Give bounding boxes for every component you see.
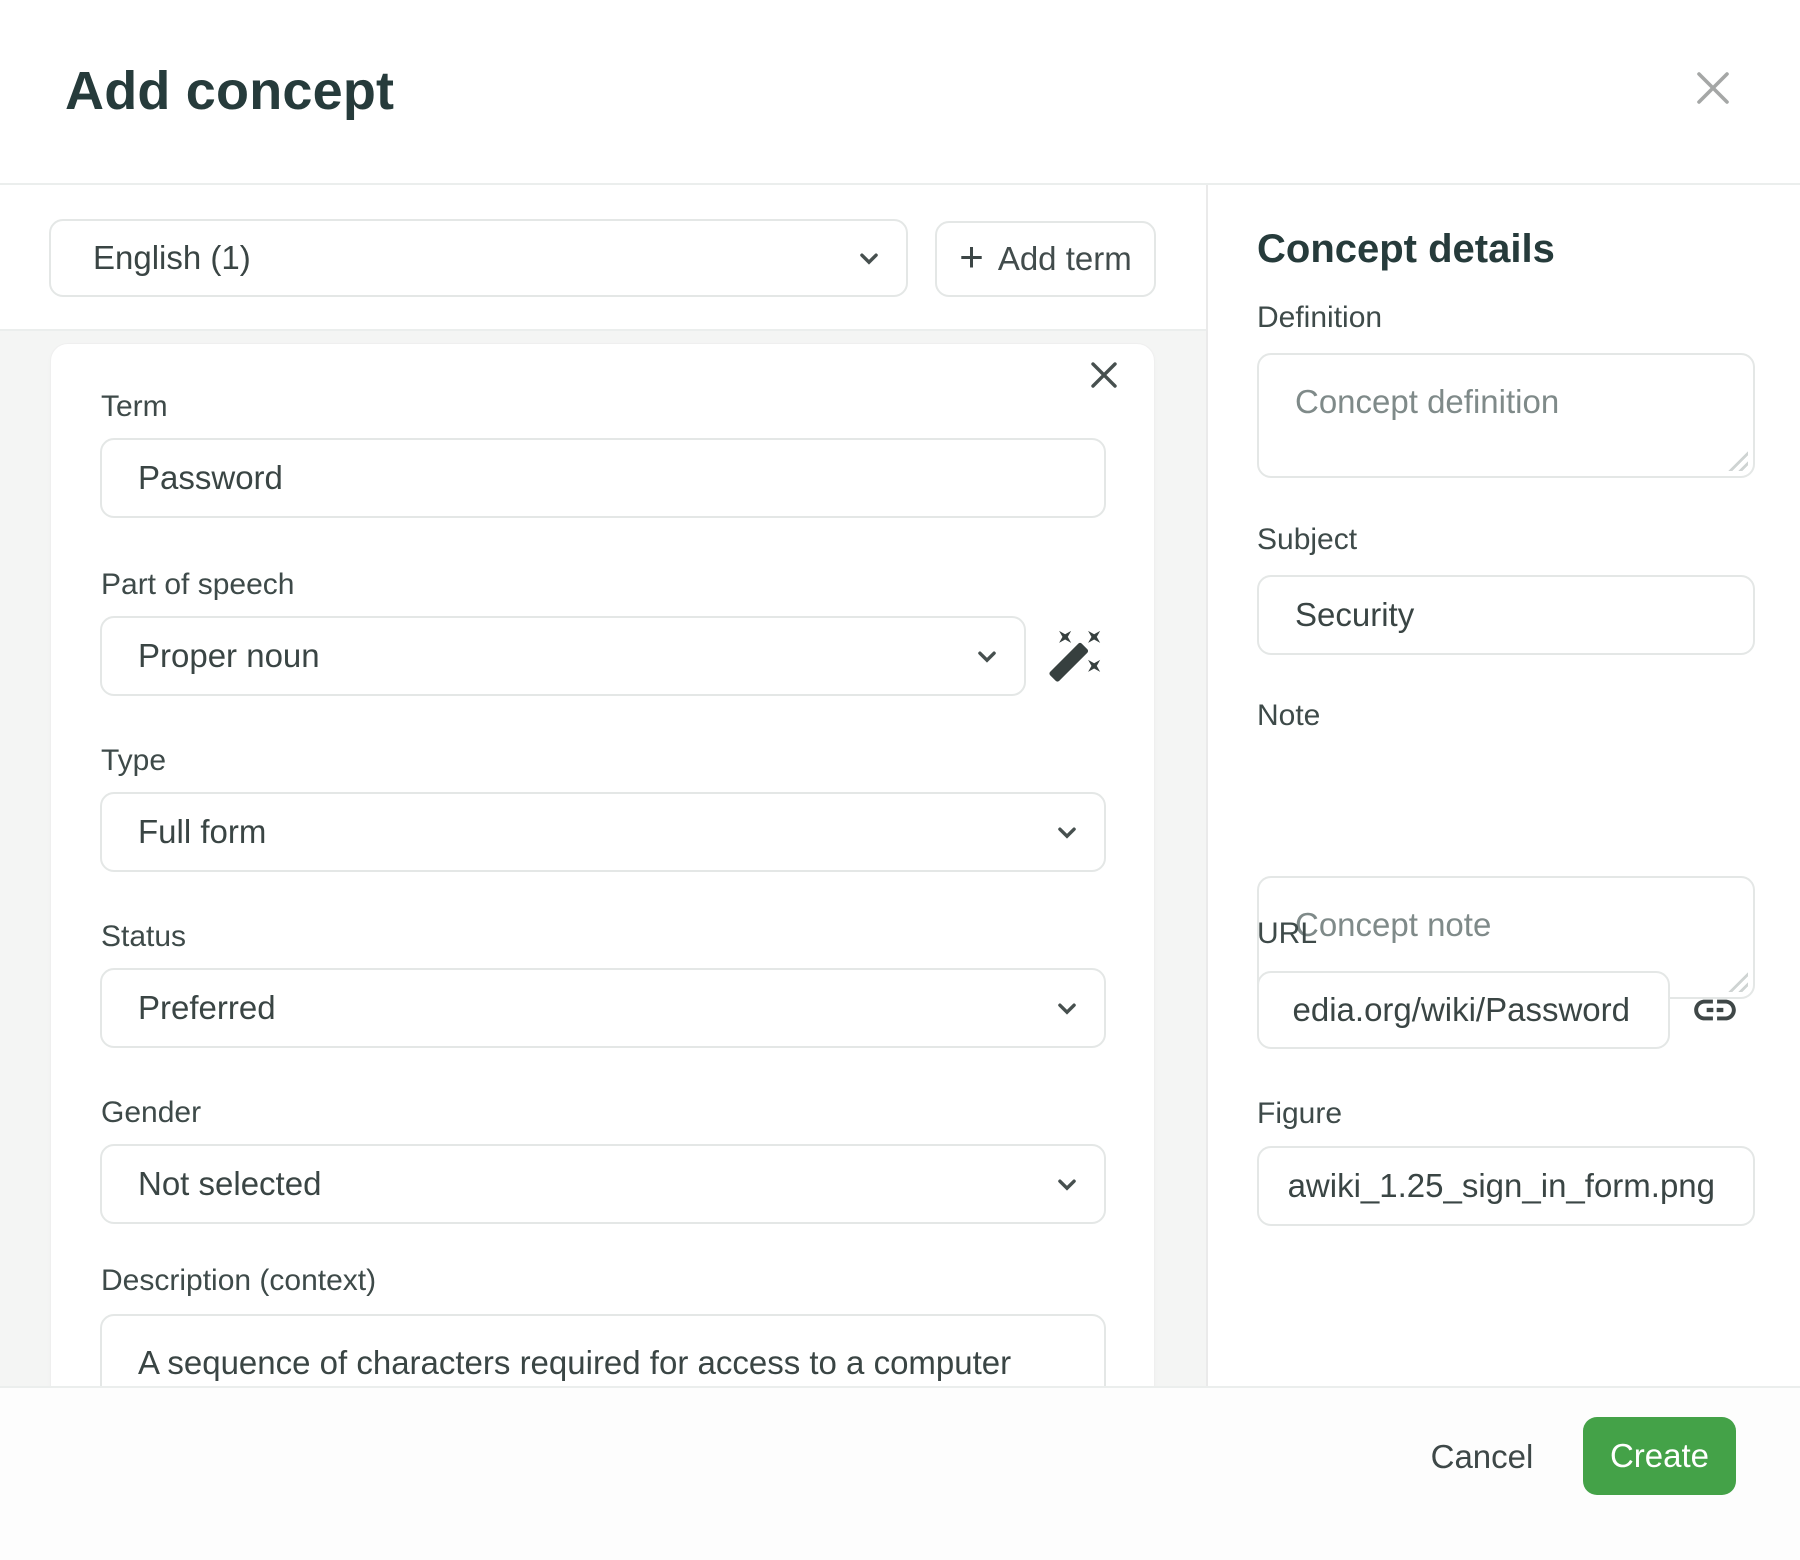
url-value: edia.org/wiki/Password: [1292, 991, 1630, 1028]
add-term-label: Add term: [997, 240, 1132, 277]
gender-label: Gender: [101, 1096, 202, 1129]
figure-input[interactable]: awiki_1.25_sign_in_form.png: [1257, 1146, 1755, 1226]
figure-value: awiki_1.25_sign_in_form.png: [1287, 1167, 1715, 1204]
definition-textarea[interactable]: Concept definition: [1257, 353, 1755, 478]
description-value: A sequence of characters required for ac…: [138, 1344, 1012, 1381]
chevron-down-icon: [970, 639, 1004, 673]
gender-value: Not selected: [138, 1165, 322, 1202]
open-url-link-button[interactable]: [1690, 985, 1740, 1035]
language-select[interactable]: English (1): [49, 219, 908, 297]
figure-label: Figure: [1257, 1097, 1343, 1130]
term-toolbar: English (1) + Add term: [0, 185, 1206, 330]
url-label: URL: [1257, 917, 1318, 950]
subject-label: Subject: [1257, 523, 1358, 556]
resize-grip-icon[interactable]: [1728, 451, 1748, 471]
status-select[interactable]: Preferred: [100, 968, 1106, 1048]
add-term-button[interactable]: + Add term: [935, 221, 1156, 297]
remove-term-button[interactable]: [1081, 352, 1127, 398]
concept-details-panel: Concept details Definition Concept defin…: [1206, 185, 1800, 1386]
term-value: Password: [138, 459, 283, 496]
type-value: Full form: [138, 813, 267, 850]
chevron-down-icon: [1050, 815, 1084, 849]
suggest-part-of-speech-button[interactable]: [1047, 626, 1105, 684]
url-input[interactable]: edia.org/wiki/Password: [1257, 971, 1670, 1049]
description-label: Description (context): [101, 1264, 377, 1297]
gender-select[interactable]: Not selected: [100, 1144, 1106, 1224]
type-label: Type: [101, 744, 167, 777]
create-button[interactable]: Create: [1583, 1417, 1736, 1495]
dialog-close-button[interactable]: [1688, 63, 1738, 113]
concept-details-heading: Concept details: [1257, 227, 1555, 271]
status-label: Status: [101, 920, 187, 953]
chevron-down-icon: [1050, 1167, 1084, 1201]
dialog-title: Add concept: [65, 61, 395, 121]
dialog-footer: Cancel Create: [0, 1386, 1800, 1560]
subject-input[interactable]: Security: [1257, 575, 1755, 655]
type-select[interactable]: Full form: [100, 792, 1106, 872]
chain-link-icon: [1694, 999, 1736, 1021]
plus-icon: +: [959, 233, 984, 280]
close-icon: [1697, 72, 1729, 104]
definition-label: Definition: [1257, 301, 1383, 334]
part-of-speech-select[interactable]: Proper noun: [100, 616, 1026, 696]
cancel-button[interactable]: Cancel: [1402, 1421, 1562, 1493]
chevron-down-icon: [852, 241, 886, 275]
subject-value: Security: [1295, 596, 1415, 633]
chevron-down-icon: [1050, 991, 1084, 1025]
part-of-speech-label: Part of speech: [101, 568, 295, 601]
header-divider: [0, 183, 1800, 185]
status-value: Preferred: [138, 989, 276, 1026]
term-input[interactable]: Password: [100, 438, 1106, 518]
description-textarea[interactable]: A sequence of characters required for ac…: [100, 1314, 1106, 1386]
term-section: Term Password Part of speech Proper noun…: [0, 331, 1206, 1386]
part-of-speech-value: Proper noun: [138, 637, 320, 674]
language-select-value: English (1): [93, 239, 251, 276]
toolbar-divider: [0, 329, 1206, 331]
note-label: Note: [1257, 699, 1321, 732]
close-icon: [1091, 362, 1117, 388]
definition-placeholder: Concept definition: [1295, 383, 1560, 420]
term-card: Term Password Part of speech Proper noun…: [50, 343, 1155, 1386]
term-label: Term: [101, 390, 168, 423]
note-placeholder: Concept note: [1295, 906, 1492, 943]
magic-wand-sparkles-icon: [1049, 630, 1101, 682]
